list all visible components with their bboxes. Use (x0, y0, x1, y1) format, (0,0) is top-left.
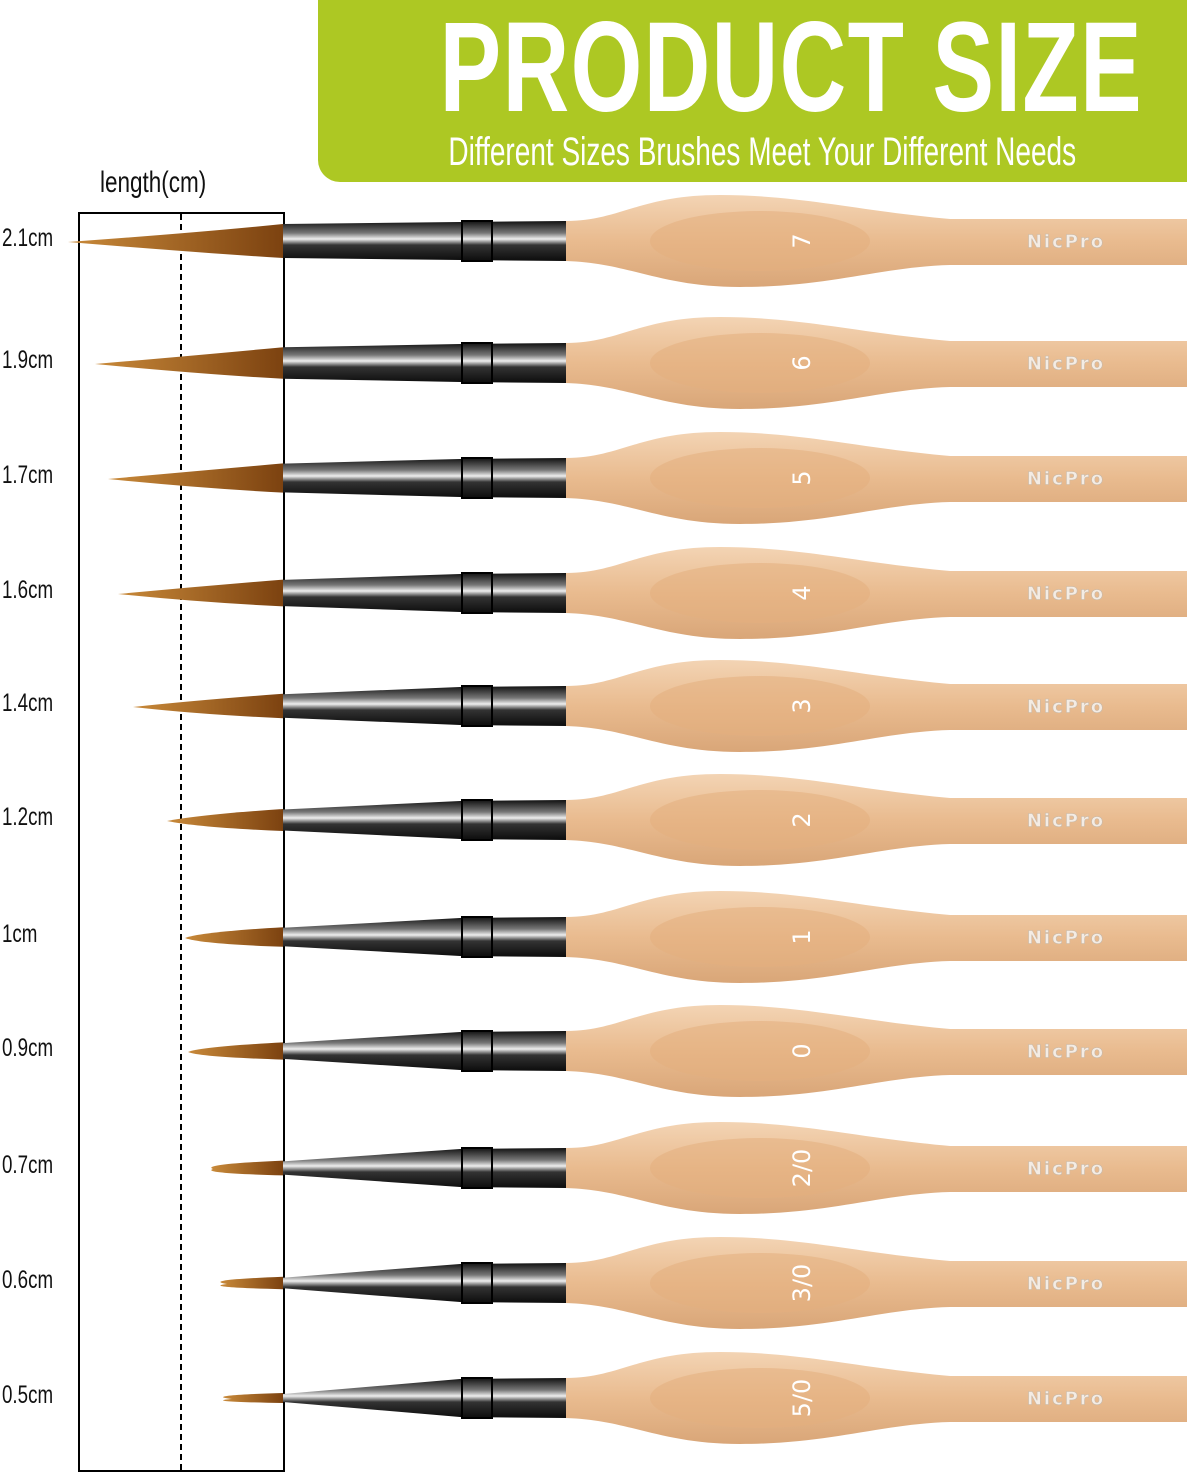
ferrule-crimp (461, 220, 493, 262)
length-label: 1.4cm (2, 689, 54, 717)
brand-logo: NicPro (1027, 1042, 1105, 1063)
brush-bristles (167, 809, 283, 831)
ferrule-crimp (461, 457, 493, 499)
handle-grip (650, 676, 870, 736)
length-label: 1.7cm (2, 461, 54, 489)
brush-ferrule (283, 800, 566, 840)
brush: 1 NicPro (185, 891, 1187, 983)
brush-size-number: 2 (788, 812, 816, 827)
handle-grip (650, 563, 870, 623)
brush: 5/0 NicPro (223, 1352, 1187, 1444)
brush-size-number: 5/0 (788, 1379, 816, 1418)
brush-bristles (188, 1042, 283, 1060)
measurement-box (78, 212, 285, 1472)
length-label: 1.2cm (2, 803, 54, 831)
brush-bristles (133, 693, 283, 719)
brush: 7 NicPro (68, 195, 1187, 287)
length-label: 0.6cm (2, 1266, 54, 1294)
ferrule-crimp (461, 572, 493, 614)
brush-ferrule (283, 343, 566, 383)
brand-logo: NicPro (1027, 928, 1105, 949)
brush: 0 NicPro (188, 1005, 1187, 1097)
brush-size-number: 6 (788, 355, 816, 370)
ferrule-crimp (461, 1147, 493, 1189)
brush-size-number: 7 (788, 233, 816, 248)
brush-size-number: 0 (788, 1043, 816, 1058)
handle-grip (650, 1253, 870, 1313)
brush: 3 NicPro (133, 660, 1187, 752)
brush-size-number: 5 (788, 470, 816, 485)
brush-size-number: 3 (788, 698, 816, 713)
brush-bristles (118, 579, 283, 607)
length-label: 0.5cm (2, 1381, 54, 1409)
page-subtitle: Different Sizes Brushes Meet Your Differ… (448, 130, 1077, 174)
brush-bristles (185, 927, 283, 947)
handle-grip (650, 907, 870, 967)
ferrule-crimp (461, 342, 493, 384)
brush-size-number: 3/0 (788, 1264, 816, 1303)
brush-bristles (211, 1160, 283, 1176)
page-title: PRODUCT SIZE (439, 0, 1144, 139)
brand-logo: NicPro (1027, 697, 1105, 718)
handle-grip (650, 333, 870, 393)
handle-grip (650, 211, 870, 271)
brush: 3/0 NicPro (220, 1237, 1187, 1329)
brush-size-number: 4 (788, 585, 816, 600)
length-axis-label: length(cm) (100, 166, 207, 199)
brush-ferrule (283, 686, 566, 726)
length-label: 1.9cm (2, 346, 54, 374)
handle-grip (650, 1021, 870, 1081)
brush-bristles (220, 1276, 283, 1290)
brand-logo: NicPro (1027, 1389, 1105, 1410)
ferrule-crimp (461, 1377, 493, 1419)
length-label: 1cm (2, 920, 38, 948)
measurement-dashed-line (180, 214, 182, 1470)
ferrule-crimp (461, 685, 493, 727)
brush: 5 NicPro (108, 432, 1187, 524)
handle-grip (650, 790, 870, 850)
brush-ferrule (283, 1263, 566, 1303)
brush-size-number: 2/0 (788, 1149, 816, 1188)
brand-logo: NicPro (1027, 811, 1105, 832)
brush-ferrule (283, 458, 566, 498)
handle-grip (650, 1368, 870, 1428)
length-label: 0.9cm (2, 1034, 54, 1062)
brush-bristles (223, 1393, 283, 1403)
brand-logo: NicPro (1027, 1274, 1105, 1295)
length-label: 1.6cm (2, 576, 54, 604)
header-banner: PRODUCT SIZE Different Sizes Brushes Mee… (318, 0, 1187, 182)
ferrule-crimp (461, 916, 493, 958)
brush-ferrule (283, 1031, 566, 1071)
brush-ferrule (283, 573, 566, 613)
handle-grip (650, 448, 870, 508)
brand-logo: NicPro (1027, 469, 1105, 490)
brush: 2/0 NicPro (211, 1122, 1187, 1214)
brand-logo: NicPro (1027, 1159, 1105, 1180)
brush-size-number: 1 (788, 929, 816, 944)
length-label: 2.1cm (2, 224, 54, 252)
brand-logo: NicPro (1027, 584, 1105, 605)
length-label: 0.7cm (2, 1151, 54, 1179)
brush-bristles (95, 347, 283, 379)
brush: 6 NicPro (95, 317, 1187, 409)
brush-ferrule (283, 917, 566, 957)
brush: 4 NicPro (118, 547, 1187, 639)
ferrule-crimp (461, 1030, 493, 1072)
brush-ferrule (283, 1148, 566, 1188)
brand-logo: NicPro (1027, 354, 1105, 375)
brush-bristles (68, 224, 283, 258)
brush-ferrule (283, 221, 566, 261)
ferrule-crimp (461, 1262, 493, 1304)
brush-ferrule (283, 1378, 566, 1418)
handle-grip (650, 1138, 870, 1198)
brush-bristles (108, 463, 283, 493)
brand-logo: NicPro (1027, 232, 1105, 253)
ferrule-crimp (461, 799, 493, 841)
brush: 2 NicPro (167, 774, 1187, 866)
